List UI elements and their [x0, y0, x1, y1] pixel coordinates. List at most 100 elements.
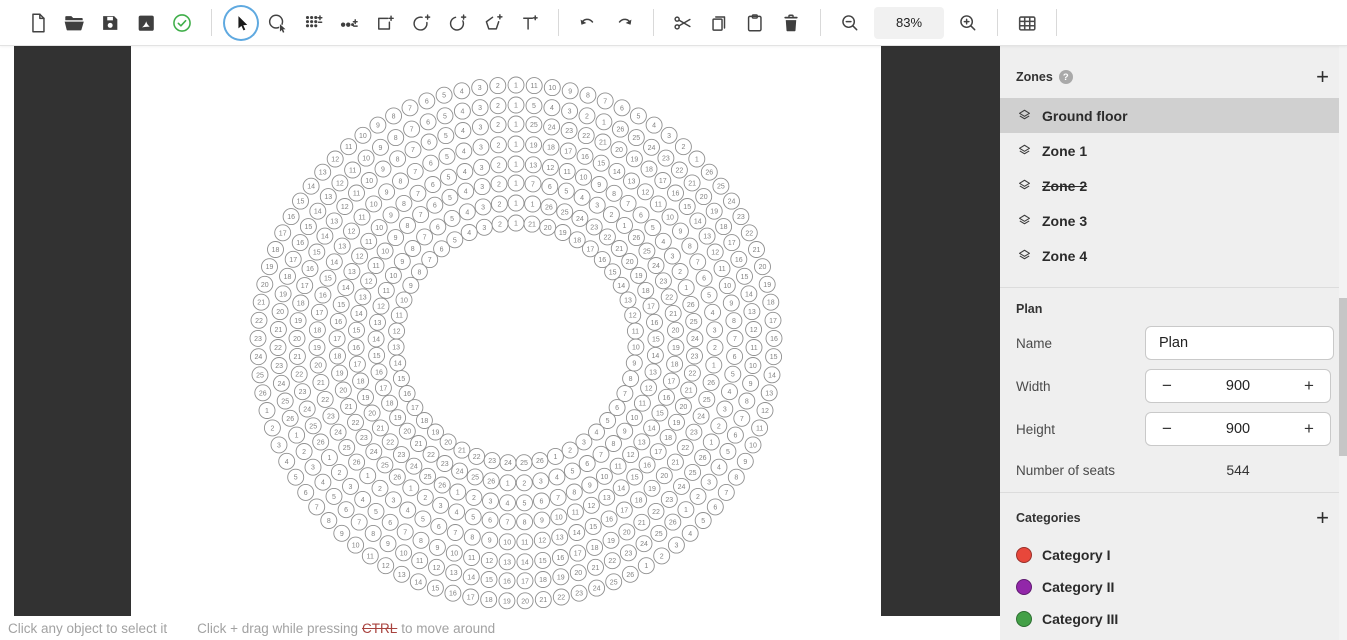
- seat[interactable]: 2: [706, 338, 724, 356]
- seat[interactable]: 13: [551, 528, 569, 546]
- seat[interactable]: 3: [471, 118, 489, 136]
- seat[interactable]: 15: [534, 551, 552, 569]
- seat[interactable]: 5: [414, 510, 432, 528]
- seat[interactable]: 10: [357, 149, 375, 167]
- seat[interactable]: 10: [744, 436, 762, 454]
- seat[interactable]: 24: [451, 462, 469, 480]
- sidebar-scrollbar-thumb[interactable]: [1339, 298, 1347, 456]
- seat[interactable]: 4: [588, 423, 605, 441]
- seat[interactable]: 12: [582, 496, 600, 514]
- seat[interactable]: 11: [566, 503, 584, 521]
- seat[interactable]: 15: [736, 267, 753, 285]
- seat[interactable]: 4: [454, 122, 472, 139]
- seat[interactable]: 16: [370, 363, 388, 381]
- seat[interactable]: 9: [379, 535, 397, 553]
- seat[interactable]: 21: [410, 435, 427, 452]
- seat[interactable]: 8: [399, 216, 416, 234]
- seat[interactable]: 1: [677, 279, 695, 297]
- seat[interactable]: 16: [398, 385, 416, 402]
- seat[interactable]: 25: [698, 390, 716, 408]
- seat[interactable]: 13: [698, 227, 716, 245]
- seat[interactable]: 5: [441, 188, 459, 206]
- seat[interactable]: 15: [392, 370, 410, 388]
- seat[interactable]: 17: [310, 303, 328, 321]
- seat[interactable]: 18: [715, 218, 733, 236]
- seat[interactable]: 10: [595, 467, 613, 485]
- seat[interactable]: 9: [369, 116, 387, 134]
- seat[interactable]: 13: [369, 313, 386, 331]
- seat[interactable]: 5: [435, 86, 453, 104]
- seat[interactable]: 23: [560, 122, 578, 139]
- seat[interactable]: 2: [602, 206, 620, 224]
- seat[interactable]: 21: [371, 419, 389, 437]
- seat[interactable]: 6: [420, 133, 438, 151]
- seat[interactable]: 9: [387, 229, 405, 247]
- seat[interactable]: 17: [642, 297, 660, 315]
- seat[interactable]: 10: [354, 126, 372, 144]
- seat[interactable]: 6: [541, 178, 559, 196]
- seat[interactable]: 12: [372, 297, 390, 315]
- seat[interactable]: 2: [671, 263, 689, 280]
- seat[interactable]: 19: [525, 136, 543, 154]
- seat[interactable]: 24: [272, 374, 290, 392]
- seat[interactable]: 7: [549, 488, 567, 506]
- seat[interactable]: 20: [667, 321, 684, 339]
- seat[interactable]: 4: [448, 503, 466, 521]
- add-text-button[interactable]: [511, 5, 547, 41]
- seat[interactable]: 18: [352, 372, 370, 390]
- category-item-2[interactable]: Category II: [1000, 571, 1347, 603]
- seat[interactable]: 22: [676, 439, 694, 456]
- seat[interactable]: 14: [612, 276, 630, 294]
- seat[interactable]: 21: [312, 373, 330, 391]
- seat[interactable]: 16: [282, 208, 300, 226]
- seat[interactable]: 15: [348, 321, 365, 339]
- seat[interactable]: 12: [533, 531, 551, 549]
- seat[interactable]: 11: [525, 77, 543, 95]
- seat[interactable]: 15: [647, 330, 665, 348]
- seat[interactable]: 16: [444, 584, 462, 602]
- seat[interactable]: 16: [551, 549, 569, 566]
- seat[interactable]: 21: [683, 174, 701, 192]
- width-value[interactable]: 900: [1225, 378, 1251, 394]
- seat[interactable]: 14: [389, 354, 407, 372]
- seat[interactable]: 14: [608, 162, 626, 180]
- seat[interactable]: 19: [668, 413, 685, 431]
- seat[interactable]: 18: [415, 412, 433, 429]
- seat[interactable]: 11: [463, 549, 481, 566]
- seat[interactable]: 23: [685, 423, 703, 441]
- seat[interactable]: 3: [660, 126, 678, 144]
- seat[interactable]: 17: [649, 443, 667, 461]
- seat[interactable]: 3: [588, 196, 606, 214]
- seat[interactable]: 20: [334, 381, 352, 399]
- seat[interactable]: 19: [308, 338, 326, 356]
- seat[interactable]: 11: [411, 552, 429, 570]
- seat[interactable]: 1: [402, 479, 420, 497]
- seat[interactable]: 13: [325, 212, 343, 230]
- add-seat-block-button[interactable]: [295, 5, 331, 41]
- seat[interactable]: 18: [480, 591, 498, 609]
- seat[interactable]: 4: [548, 468, 566, 486]
- seat[interactable]: 1: [320, 449, 338, 467]
- seat[interactable]: 17: [654, 172, 672, 189]
- seat[interactable]: 25: [525, 116, 543, 134]
- seat[interactable]: 16: [347, 338, 365, 356]
- add-rectangle-button[interactable]: [367, 5, 403, 41]
- seat[interactable]: 1: [359, 467, 377, 485]
- seat[interactable]: 20: [674, 398, 692, 415]
- seat[interactable]: 8: [410, 263, 428, 281]
- pdf-export-button[interactable]: [128, 5, 164, 41]
- seat[interactable]: 22: [250, 311, 268, 329]
- seat[interactable]: 14: [337, 279, 355, 297]
- seat[interactable]: 15: [480, 571, 498, 588]
- seat[interactable]: 6: [613, 99, 631, 117]
- seat[interactable]: 20: [309, 356, 327, 374]
- seat[interactable]: 3: [270, 436, 288, 454]
- open-folder-button[interactable]: [56, 5, 92, 41]
- seat[interactable]: 26: [540, 198, 558, 216]
- seat[interactable]: 9: [382, 206, 400, 224]
- seat[interactable]: 8: [579, 86, 597, 104]
- plan-canvas[interactable]: 1 2 3 4 5 6 7 8 9 10 11 12 13 14 15 16 17 18 19 20 21 22 23 24 2…: [131, 46, 881, 616]
- seat[interactable]: 2: [263, 419, 281, 437]
- seat[interactable]: 26: [702, 373, 720, 391]
- seat[interactable]: 20: [398, 422, 416, 440]
